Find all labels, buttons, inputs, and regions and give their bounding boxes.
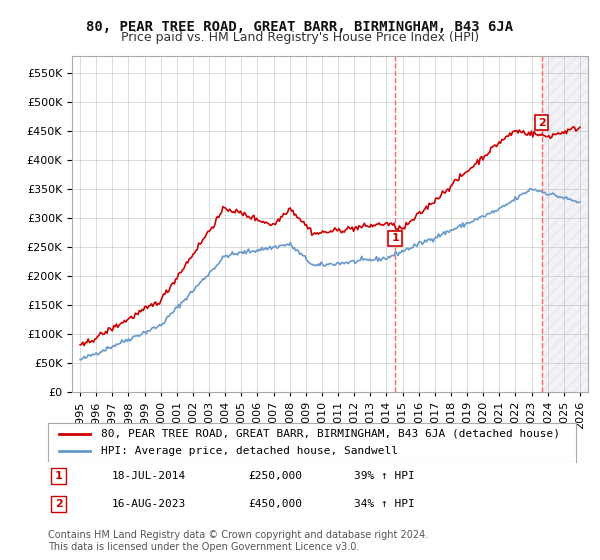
Bar	[542, 56, 588, 392]
Text: £250,000: £250,000	[248, 471, 302, 481]
Text: 1: 1	[55, 471, 62, 481]
Text: 2: 2	[538, 118, 545, 128]
Text: 2: 2	[55, 499, 62, 509]
Text: 18-JUL-2014: 18-JUL-2014	[112, 471, 185, 481]
Text: 80, PEAR TREE ROAD, GREAT BARR, BIRMINGHAM, B43 6JA: 80, PEAR TREE ROAD, GREAT BARR, BIRMINGH…	[86, 20, 514, 34]
Text: 34% ↑ HPI: 34% ↑ HPI	[354, 499, 415, 509]
Text: 16-AUG-2023: 16-AUG-2023	[112, 499, 185, 509]
Text: 39% ↑ HPI: 39% ↑ HPI	[354, 471, 415, 481]
Text: 1: 1	[391, 234, 399, 244]
Text: £450,000: £450,000	[248, 499, 302, 509]
Text: 80, PEAR TREE ROAD, GREAT BARR, BIRMINGHAM, B43 6JA (detached house): 80, PEAR TREE ROAD, GREAT BARR, BIRMINGH…	[101, 429, 560, 439]
Text: Price paid vs. HM Land Registry's House Price Index (HPI): Price paid vs. HM Land Registry's House …	[121, 31, 479, 44]
Text: HPI: Average price, detached house, Sandwell: HPI: Average price, detached house, Sand…	[101, 446, 398, 456]
Text: Contains HM Land Registry data © Crown copyright and database right 2024.
This d: Contains HM Land Registry data © Crown c…	[48, 530, 428, 552]
